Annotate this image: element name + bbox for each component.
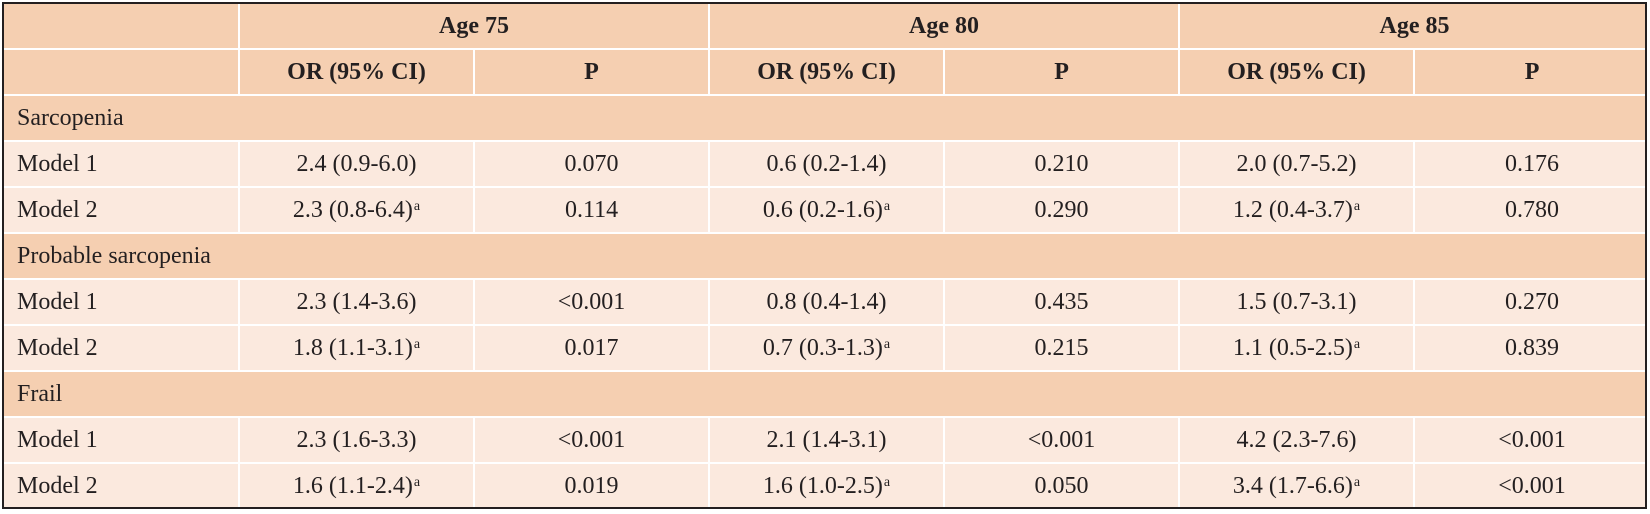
footnote-marker: a [1354, 337, 1360, 352]
header-group-age-85: Age 85 [1179, 4, 1647, 49]
or-ci-cell: 0.6 (0.2-1.6)a [709, 187, 944, 233]
model-label: Model 1 [4, 279, 239, 325]
or-ci-value: 1.1 (0.5-2.5) [1233, 335, 1353, 361]
footnote-marker: a [414, 475, 420, 490]
or-ci-value: 0.6 (0.2-1.6) [763, 197, 883, 223]
section-title: Frail [4, 371, 1647, 417]
or-ci-value: 2.4 (0.9-6.0) [297, 151, 417, 177]
table-body: Sarcopenia Model 1 2.4 (0.9-6.0) 0.070 0.6 (… [4, 95, 1647, 509]
p-value-cell: 0.017 [474, 325, 709, 371]
p-value-cell: 0.050 [944, 463, 1179, 509]
or-ci-cell: 1.5 (0.7-3.1) [1179, 279, 1414, 325]
header-or-ci: OR (95% CI) [1179, 49, 1414, 95]
or-ci-value: 2.3 (0.8-6.4) [293, 197, 413, 223]
or-ci-cell: 2.1 (1.4-3.1) [709, 417, 944, 463]
p-value-cell: 0.070 [474, 141, 709, 187]
or-ci-cell: 1.6 (1.1-2.4)a [239, 463, 474, 509]
or-ci-value: 0.8 (0.4-1.4) [767, 289, 887, 315]
table-row: Model 1 2.3 (1.4-3.6) <0.001 0.8 (0.4-1.4) 0… [4, 279, 1647, 325]
odds-ratio-table: Age 75 Age 80 Age 85 OR (95% CI) P OR (9… [4, 4, 1647, 509]
model-label: Model 1 [4, 141, 239, 187]
or-ci-cell: 3.4 (1.7-6.6)a [1179, 463, 1414, 509]
footnote-marker: a [884, 199, 890, 214]
or-ci-cell: 0.7 (0.3-1.3)a [709, 325, 944, 371]
section-row: Sarcopenia [4, 95, 1647, 141]
or-ci-value: 2.0 (0.7-5.2) [1237, 151, 1357, 177]
or-ci-value: 2.3 (1.6-3.3) [297, 427, 417, 453]
header-row-columns: OR (95% CI) P OR (95% CI) P OR (95% CI) … [4, 49, 1647, 95]
header-corner-cell [4, 49, 239, 95]
model-label: Model 2 [4, 187, 239, 233]
header-corner-cell [4, 4, 239, 49]
table-row: Model 2 1.8 (1.1-3.1)a 0.017 0.7 (0.3-1.3)a… [4, 325, 1647, 371]
section-title: Probable sarcopenia [4, 233, 1647, 279]
or-ci-cell: 1.6 (1.0-2.5)a [709, 463, 944, 509]
p-value-cell: <0.001 [474, 279, 709, 325]
or-ci-cell: 1.1 (0.5-2.5)a [1179, 325, 1414, 371]
model-label: Model 2 [4, 325, 239, 371]
p-value-cell: 0.290 [944, 187, 1179, 233]
footnote-marker: a [1354, 199, 1360, 214]
table-row: Model 2 1.6 (1.1-2.4)a 0.019 1.6 (1.0-2.5)a… [4, 463, 1647, 509]
header-group-age-80: Age 80 [709, 4, 1179, 49]
p-value-cell: 0.270 [1414, 279, 1647, 325]
or-ci-cell: 1.2 (0.4-3.7)a [1179, 187, 1414, 233]
model-label: Model 1 [4, 417, 239, 463]
or-ci-value: 2.1 (1.4-3.1) [767, 427, 887, 453]
or-ci-cell: 2.3 (1.6-3.3) [239, 417, 474, 463]
or-ci-cell: 0.8 (0.4-1.4) [709, 279, 944, 325]
header-or-ci: OR (95% CI) [709, 49, 944, 95]
header-or-ci: OR (95% CI) [239, 49, 474, 95]
p-value-cell: 0.019 [474, 463, 709, 509]
or-ci-value: 3.4 (1.7-6.6) [1233, 473, 1353, 499]
p-value-cell: 0.435 [944, 279, 1179, 325]
footnote-marker: a [884, 475, 890, 490]
section-row: Probable sarcopenia [4, 233, 1647, 279]
model-label: Model 2 [4, 463, 239, 509]
p-value-cell: 0.210 [944, 141, 1179, 187]
header-p: P [944, 49, 1179, 95]
p-value-cell: 0.215 [944, 325, 1179, 371]
or-ci-cell: 2.0 (0.7-5.2) [1179, 141, 1414, 187]
section-title: Sarcopenia [4, 95, 1647, 141]
or-ci-value: 1.5 (0.7-3.1) [1237, 289, 1357, 315]
or-ci-value: 4.2 (2.3-7.6) [1237, 427, 1357, 453]
or-ci-value: 2.3 (1.4-3.6) [297, 289, 417, 315]
or-ci-value: 0.6 (0.2-1.4) [767, 151, 887, 177]
or-ci-cell: 2.3 (1.4-3.6) [239, 279, 474, 325]
footnote-marker: a [414, 199, 420, 214]
footnote-marker: a [884, 337, 890, 352]
p-value-cell: <0.001 [474, 417, 709, 463]
table-row: Model 1 2.3 (1.6-3.3) <0.001 2.1 (1.4-3.1) <… [4, 417, 1647, 463]
header-p: P [474, 49, 709, 95]
or-ci-value: 1.6 (1.1-2.4) [293, 473, 413, 499]
p-value-cell: <0.001 [1414, 463, 1647, 509]
or-ci-value: 1.8 (1.1-3.1) [293, 335, 413, 361]
footnote-marker: a [414, 337, 420, 352]
table-row: Model 1 2.4 (0.9-6.0) 0.070 0.6 (0.2-1.4) 0.… [4, 141, 1647, 187]
or-ci-cell: 4.2 (2.3-7.6) [1179, 417, 1414, 463]
or-ci-value: 0.7 (0.3-1.3) [763, 335, 883, 361]
footnote-marker: a [1354, 475, 1360, 490]
or-ci-cell: 2.4 (0.9-6.0) [239, 141, 474, 187]
or-ci-value: 1.2 (0.4-3.7) [1233, 197, 1353, 223]
section-row: Frail [4, 371, 1647, 417]
header-group-age-75: Age 75 [239, 4, 709, 49]
header-p: P [1414, 49, 1647, 95]
table-row: Model 2 2.3 (0.8-6.4)a 0.114 0.6 (0.2-1.6)a… [4, 187, 1647, 233]
p-value-cell: 0.114 [474, 187, 709, 233]
p-value-cell: 0.780 [1414, 187, 1647, 233]
or-ci-cell: 0.6 (0.2-1.4) [709, 141, 944, 187]
p-value-cell: <0.001 [1414, 417, 1647, 463]
or-ci-value: 1.6 (1.0-2.5) [763, 473, 883, 499]
p-value-cell: <0.001 [944, 417, 1179, 463]
or-ci-cell: 1.8 (1.1-3.1)a [239, 325, 474, 371]
header-row-groups: Age 75 Age 80 Age 85 [4, 4, 1647, 49]
p-value-cell: 0.839 [1414, 325, 1647, 371]
p-value-cell: 0.176 [1414, 141, 1647, 187]
or-ci-cell: 2.3 (0.8-6.4)a [239, 187, 474, 233]
